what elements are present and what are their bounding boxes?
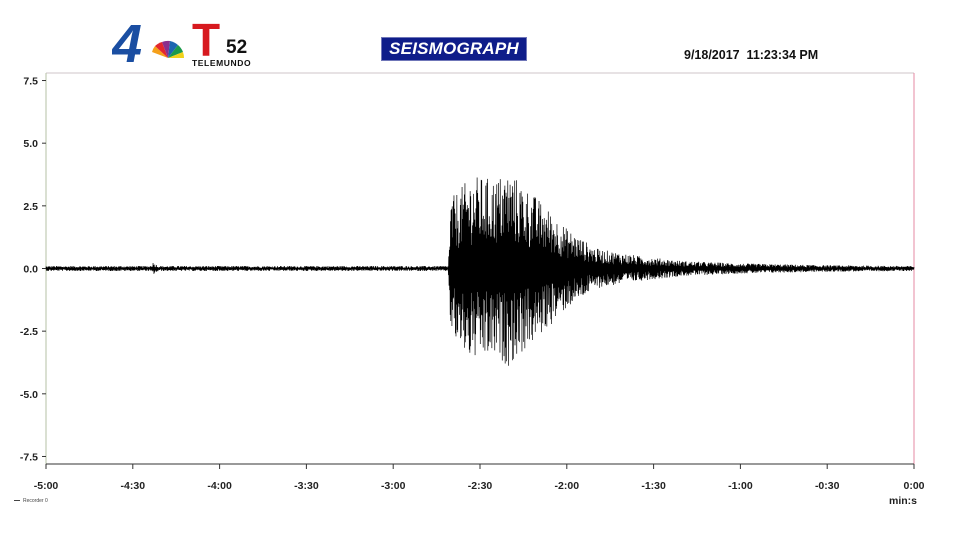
x-tick-label: -4:00 [207,480,232,492]
logo-t: T [192,18,220,66]
telemundo-logo: T 52 TELEMUNDO [192,18,251,68]
nbc4-logo: 4 [112,18,185,68]
x-tick-label: -0:30 [815,480,840,492]
y-tick-label: -2.5 [20,326,38,338]
logo-network: TELEMUNDO [192,58,251,68]
header: 4 T 52 TELEMUNDO SEISMOGRAPH 9/18/2017 1… [0,0,970,72]
peacock-icon [152,40,185,58]
x-tick-label: -3:30 [294,480,319,492]
chart-title: SEISMOGRAPH [381,37,527,61]
y-tick-label: 0.0 [23,264,38,276]
seismic-trace [45,177,915,366]
logo-channel: 52 [226,37,247,58]
x-tick-label: -2:00 [555,480,580,492]
logo-number: 4 [112,18,142,68]
y-tick-label: 5.0 [23,138,38,150]
x-tick-label: 0:00 [903,480,924,492]
y-axis: 7.5 5.0 2.5 0.0 -2.5 -5.0 -7.5 [20,76,46,463]
x-tick-label: -1:00 [728,480,753,492]
x-tick-label: -4:30 [121,480,146,492]
x-tick-label: -3:00 [381,480,406,492]
legend: Recorder 0 [14,498,48,504]
x-tick-label: -5:00 [34,480,59,492]
x-tick-label: -2:30 [468,480,493,492]
legend-label: Recorder 0 [23,498,48,504]
y-tick-label: -7.5 [20,451,38,463]
legend-line-icon [14,500,20,502]
timestamp: 9/18/2017 11:23:34 PM [684,48,819,62]
y-tick-label: 7.5 [23,76,38,88]
x-axis: -5:00 -4:30 -4:00 -3:30 -3:00 -2:30 -2:00 -1:30… [34,464,925,492]
x-tick-label: -1:30 [641,480,666,492]
x-axis-unit-label: min:s [889,495,918,507]
y-tick-label: -5.0 [20,389,38,401]
y-tick-label: 2.5 [23,201,38,213]
